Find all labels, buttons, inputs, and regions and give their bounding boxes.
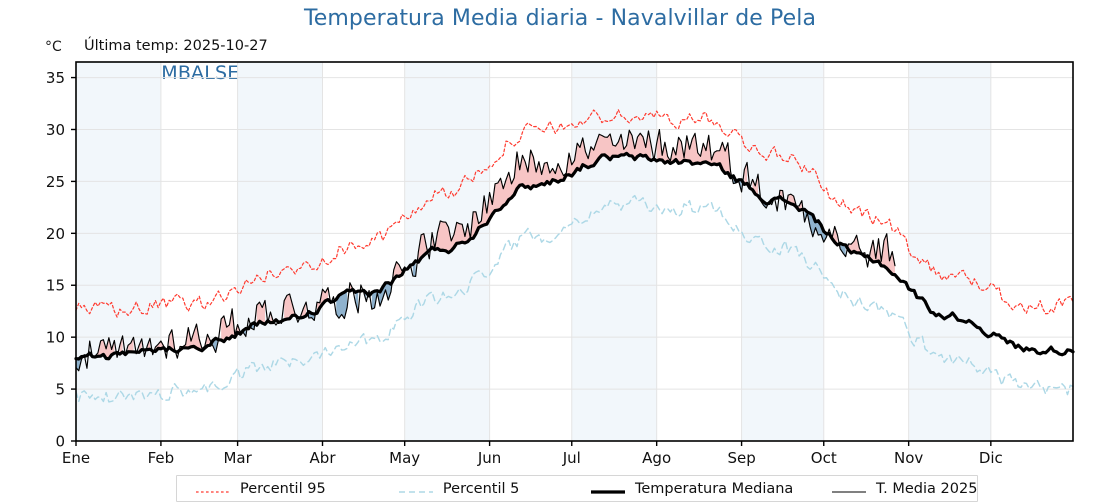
x-tick-label: Oct — [811, 449, 837, 467]
legend-item-temperatura-mediana[interactable]: Temperatura Mediana — [576, 476, 817, 501]
x-tick-label: Nov — [894, 449, 923, 467]
series-line-percentil-95 — [75, 109, 1074, 318]
x-tick-label: Sep — [727, 449, 755, 467]
fill-above-median — [180, 324, 211, 351]
month-band — [76, 62, 161, 441]
legend-swatch-icon — [590, 483, 626, 495]
legend-label: T. Media 2025 — [876, 480, 978, 497]
fill-below-median — [840, 243, 846, 257]
month-band — [237, 62, 323, 441]
plot-frame — [75, 61, 1074, 442]
legend-swatch-icon — [831, 483, 867, 495]
x-tick-label: Jun — [477, 449, 501, 467]
x-tick-label: Abr — [310, 449, 337, 467]
x-tick-label: Feb — [148, 449, 175, 467]
fill-above-median — [656, 129, 731, 178]
last-temp-subtitle: Última temp: 2025-10-27 — [84, 38, 268, 54]
x-tick-label: May — [389, 449, 420, 467]
x-tick-label: Jul — [562, 449, 581, 467]
chart-legend: Percentil 95 Percentil 5 Temperatura Media… — [176, 475, 978, 502]
legend-item-percentil-5[interactable]: Percentil 5 — [384, 476, 576, 501]
legend-swatch-icon — [398, 483, 434, 495]
legend-item-percentil-95[interactable]: Percentil 95 — [177, 476, 384, 501]
month-band — [571, 62, 657, 441]
x-tick-label: Ago — [642, 449, 671, 467]
y-tick-label: 10 — [46, 329, 65, 347]
series-line-t-media-2025 — [75, 129, 896, 372]
legend-item-t-media-2025[interactable]: T. Media 2025 — [817, 476, 977, 501]
y-tick-label: 0 — [55, 433, 65, 451]
legend-label: Temperatura Mediana — [634, 480, 794, 497]
y-tick-label: 5 — [55, 381, 65, 399]
legend-label: Percentil 95 — [240, 480, 326, 497]
y-tick-label: 35 — [46, 69, 65, 87]
y-axis-unit-label: °C — [45, 39, 62, 55]
fill-below-median — [355, 291, 359, 313]
x-tick-label: Dic — [979, 449, 1003, 467]
x-tick-label: Ene — [62, 449, 90, 467]
y-tick-label: 20 — [46, 225, 65, 243]
fill-above-median — [119, 335, 123, 355]
y-tick-label: 15 — [46, 277, 65, 295]
month-band — [908, 62, 991, 441]
y-tick-label: 25 — [46, 173, 65, 191]
legend-swatch-icon — [195, 483, 231, 495]
fill-above-median — [284, 293, 296, 320]
month-band — [741, 62, 824, 441]
legend-label: Percentil 5 — [442, 480, 520, 497]
page-title: Temperatura Media diaria - Navalvillar d… — [303, 6, 817, 31]
y-tick-label: 30 — [46, 121, 65, 139]
x-tick-label: Mar — [223, 449, 252, 467]
fill-below-median — [371, 282, 391, 310]
fill-above-median — [829, 226, 838, 245]
series-line-percentil-5 — [75, 194, 1074, 403]
fill-above-median — [169, 329, 175, 352]
